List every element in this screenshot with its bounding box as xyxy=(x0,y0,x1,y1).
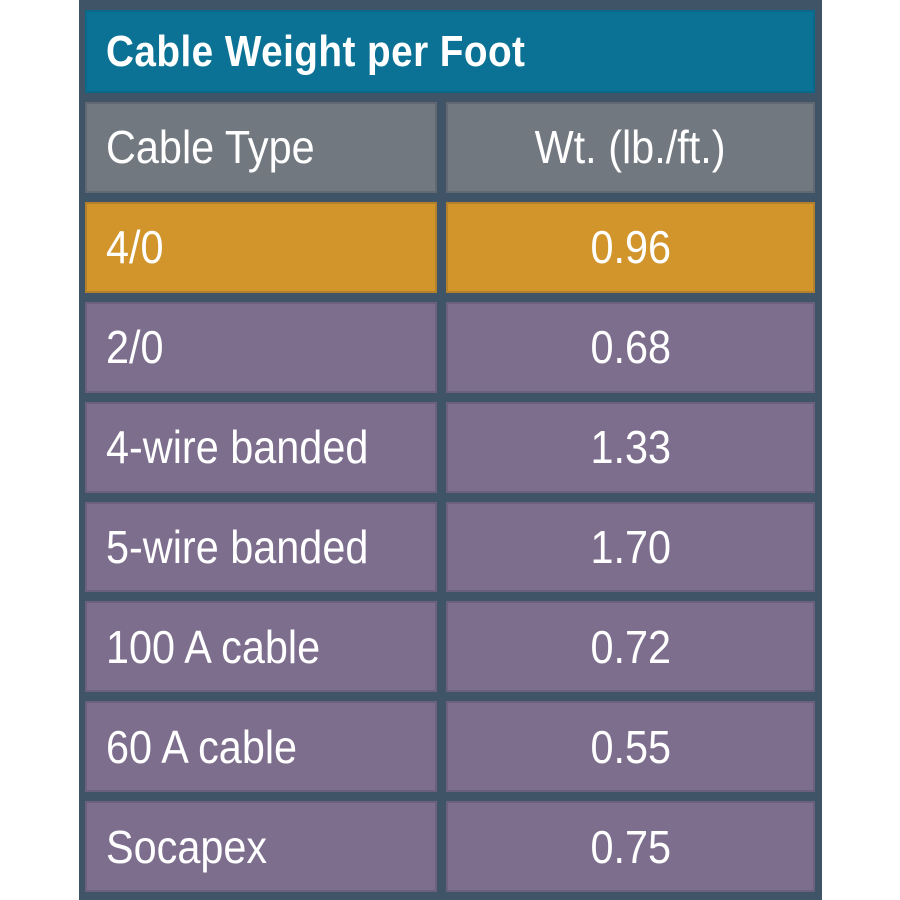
cell-cable-type: 5-wire banded xyxy=(85,501,437,593)
cell-weight: 1.33 xyxy=(446,401,815,493)
table-row: 60 A cable 0.55 xyxy=(85,701,815,793)
cell-cable-type: 2/0 xyxy=(85,301,437,393)
table-title-bar: Cable Weight per Foot xyxy=(85,10,815,93)
table-row: 4/0 0.96 xyxy=(85,201,815,293)
cell-cable-type: 100 A cable xyxy=(85,601,437,693)
cell-weight: 1.70 xyxy=(446,501,815,593)
table-row: 100 A cable 0.72 xyxy=(85,601,815,693)
weight-value: 0.96 xyxy=(590,221,671,274)
weight-value: 0.75 xyxy=(590,820,671,873)
column-header-weight: Wt. (lb./ft.) xyxy=(446,102,815,193)
weight-value: 1.33 xyxy=(590,421,671,474)
weight-value: 1.70 xyxy=(590,520,671,573)
cell-weight: 0.96 xyxy=(446,201,815,293)
column-header-cable-type: Cable Type xyxy=(85,102,437,193)
cell-weight: 0.68 xyxy=(446,301,815,393)
table-row: Socapex 0.75 xyxy=(85,801,815,892)
cable-weight-table: Cable Weight per Foot Cable Type Wt. (lb… xyxy=(79,0,822,900)
cell-cable-type: Socapex xyxy=(85,801,437,892)
table-header-row: Cable Type Wt. (lb./ft.) xyxy=(85,102,815,193)
cable-type-value: 2/0 xyxy=(106,321,164,374)
weight-value: 0.55 xyxy=(590,720,671,773)
cell-weight: 0.75 xyxy=(446,801,815,892)
cable-type-value: Socapex xyxy=(106,820,268,873)
cell-cable-type: 4-wire banded xyxy=(85,401,437,493)
cell-weight: 0.55 xyxy=(446,701,815,793)
table-row: 2/0 0.68 xyxy=(85,301,815,393)
cell-weight: 0.72 xyxy=(446,601,815,693)
cable-type-value: 5-wire banded xyxy=(106,520,369,573)
table-title: Cable Weight per Foot xyxy=(106,26,526,76)
cell-cable-type: 60 A cable xyxy=(85,701,437,793)
cell-cable-type: 4/0 xyxy=(85,201,437,293)
cable-type-value: 4-wire banded xyxy=(106,421,369,474)
table-row: 4-wire banded 1.33 xyxy=(85,401,815,493)
column-header-weight-label: Wt. (lb./ft.) xyxy=(535,121,726,174)
cable-type-value: 100 A cable xyxy=(106,620,321,673)
cable-type-value: 60 A cable xyxy=(106,720,298,773)
weight-value: 0.72 xyxy=(590,620,671,673)
table-row: 5-wire banded 1.70 xyxy=(85,501,815,593)
weight-value: 0.68 xyxy=(590,321,671,374)
column-header-cable-type-label: Cable Type xyxy=(106,121,315,174)
cable-type-value: 4/0 xyxy=(106,221,164,274)
